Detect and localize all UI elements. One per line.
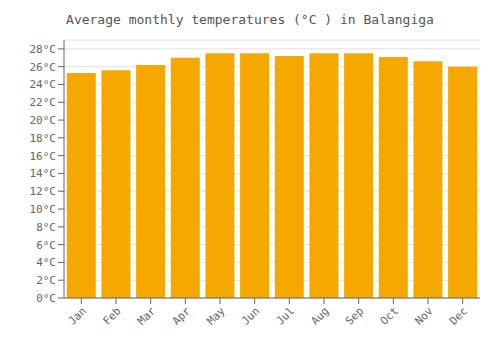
svg-text:20°C: 20°C — [30, 114, 57, 127]
svg-text:Aug: Aug — [308, 304, 331, 327]
svg-text:14°C: 14°C — [30, 167, 57, 180]
svg-text:26°C: 26°C — [30, 61, 57, 74]
svg-text:10°C: 10°C — [30, 203, 57, 216]
svg-text:Apr: Apr — [170, 304, 194, 328]
svg-text:18°C: 18°C — [30, 132, 57, 145]
svg-text:4°C: 4°C — [36, 256, 56, 269]
svg-text:8°C: 8°C — [36, 221, 56, 234]
svg-text:6°C: 6°C — [36, 239, 56, 252]
svg-text:Feb: Feb — [100, 304, 123, 327]
svg-text:Jun: Jun — [239, 304, 262, 327]
svg-text:22°C: 22°C — [30, 96, 57, 109]
svg-text:Jan: Jan — [66, 304, 89, 327]
svg-text:28°C: 28°C — [30, 43, 57, 56]
svg-text:Oct: Oct — [378, 304, 401, 327]
svg-text:Dec: Dec — [447, 304, 470, 327]
svg-text:Mar: Mar — [135, 304, 159, 328]
svg-text:24°C: 24°C — [30, 78, 57, 91]
svg-text:Nov: Nov — [412, 304, 436, 328]
svg-text:May: May — [204, 304, 228, 328]
svg-text:Jul: Jul — [274, 304, 297, 327]
svg-text:16°C: 16°C — [30, 150, 57, 163]
svg-text:2°C: 2°C — [36, 274, 56, 287]
svg-text:Sep: Sep — [343, 304, 366, 327]
html-text:Average monthly temperatures (: Average monthly temperatures (°C ) in Ba… — [66, 12, 434, 27]
svg-text:0°C: 0°C — [36, 292, 56, 305]
svg-text:12°C: 12°C — [30, 185, 57, 198]
